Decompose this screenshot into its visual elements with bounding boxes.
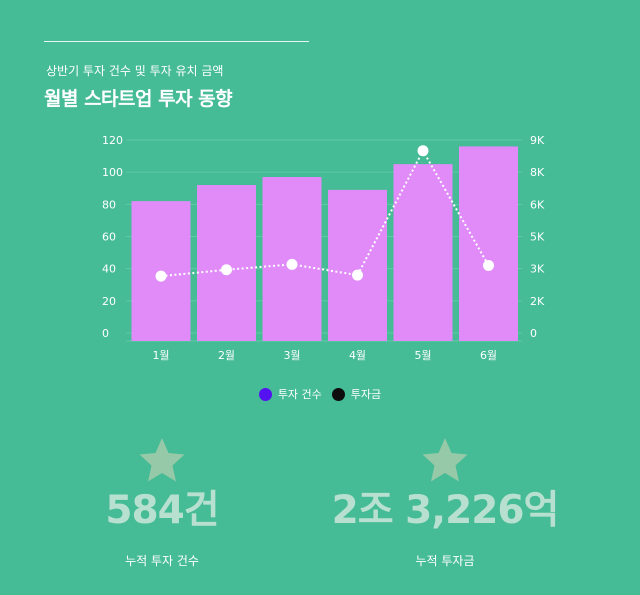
left-tick-label: 120 [102, 134, 123, 147]
x-axis-ticks: 1월 2월 3월 4월 5월 6월 [152, 349, 497, 362]
line-point [483, 259, 494, 271]
right-axis-ticks: 0 2K 3K 5K 6K 8K 9K [530, 134, 545, 340]
line-point [417, 145, 429, 157]
bar [459, 146, 518, 341]
stat-value-amount: 2조 3,226억 [331, 488, 560, 533]
legend-item-count[interactable]: 투자 건수 [258, 386, 322, 402]
legend-swatch-count [258, 387, 272, 401]
left-tick-label: 100 [102, 166, 123, 179]
stat-value-count: 584건 [105, 488, 219, 533]
x-tick-label: 1월 [152, 349, 169, 362]
x-tick-label: 5월 [414, 349, 431, 362]
left-tick-label: 60 [102, 231, 116, 244]
x-tick-label: 6월 [480, 349, 497, 362]
left-tick-label: 40 [102, 263, 116, 276]
line-point [221, 264, 232, 276]
right-tick-label: 2K [530, 295, 545, 308]
top-divider [44, 41, 309, 42]
x-tick-label: 3월 [283, 349, 300, 362]
left-axis-ticks: 0 20 40 60 80 100 120 [102, 134, 123, 340]
chart-subtitle: 상반기 투자 건수 및 투자 유치 금액 [46, 64, 224, 78]
bar-series [131, 146, 518, 341]
legend-label-amount: 투자금 [350, 388, 382, 401]
stat-label-count: 누적 투자 건수 [125, 554, 199, 568]
right-tick-label: 0 [530, 327, 537, 340]
line-point [352, 269, 363, 281]
chart-legend: 투자 건수 투자금 [0, 386, 640, 402]
x-tick-label: 4월 [349, 349, 366, 362]
stat-total-amount: 2조 3,226억 누적 투자금 [320, 437, 570, 569]
line-point [155, 270, 167, 282]
line-point [286, 258, 298, 270]
bar [197, 185, 256, 341]
bar [393, 164, 453, 341]
stat-label-amount: 누적 투자금 [415, 554, 475, 568]
bar [328, 189, 387, 341]
stat-total-count: 584건 누적 투자 건수 [37, 437, 287, 569]
legend-item-amount[interactable]: 투자금 [331, 386, 382, 402]
right-tick-label: 9K [530, 134, 545, 147]
chart-title: 월별 스타트업 투자 동향 [44, 88, 233, 110]
x-tick-label: 2월 [218, 349, 235, 362]
investment-chart: 0 20 40 60 80 100 120 0 2K 3K 5K 6K 8K 9K 1월 2월 3월 4월 5월… [102, 134, 545, 362]
left-tick-label: 20 [102, 295, 116, 308]
legend-label-count: 투자 건수 [277, 388, 322, 401]
right-tick-label: 5K [530, 231, 545, 244]
left-tick-label: 80 [102, 198, 116, 211]
right-tick-label: 6K [530, 198, 545, 211]
right-tick-label: 3K [530, 263, 545, 276]
line-path [160, 148, 490, 278]
legend-swatch-amount [331, 387, 345, 401]
right-tick-label: 8K [530, 166, 545, 179]
left-tick-label: 0 [102, 327, 109, 340]
star-icon [139, 438, 185, 482]
star-icon [422, 438, 468, 482]
line-series [155, 145, 494, 282]
